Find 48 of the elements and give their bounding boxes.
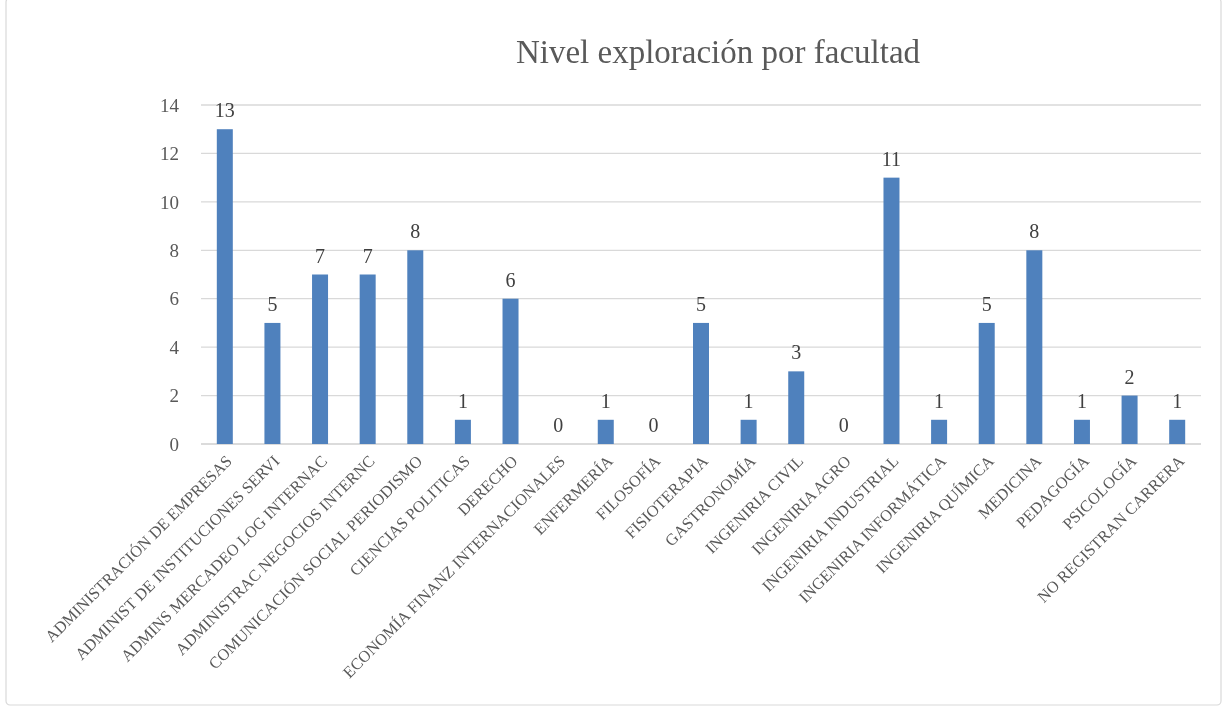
y-tick-label: 6 — [169, 288, 179, 310]
data-label: 0 — [648, 414, 659, 436]
data-label: 5 — [696, 292, 706, 315]
bar — [216, 129, 233, 444]
bar — [883, 177, 900, 444]
y-tick-label: 14 — [160, 94, 180, 116]
bar — [502, 298, 519, 444]
data-label: 1 — [1172, 389, 1183, 412]
data-label: 0 — [838, 414, 849, 436]
data-label: 1 — [934, 389, 945, 412]
y-tick-label: 0 — [169, 433, 179, 455]
bar — [407, 250, 424, 444]
data-label: 8 — [410, 220, 421, 243]
bar — [1169, 419, 1186, 444]
data-label: 8 — [1029, 220, 1040, 243]
bar — [740, 419, 757, 444]
data-label: 6 — [505, 268, 516, 291]
data-label: 13 — [214, 99, 235, 122]
bar — [454, 419, 471, 444]
chart-title: Nivel exploración por facultad — [515, 34, 921, 70]
bar — [978, 322, 995, 444]
y-tick-label: 10 — [160, 191, 179, 213]
data-label: 1 — [743, 389, 754, 412]
data-label: 5 — [267, 292, 278, 315]
bar — [264, 322, 281, 444]
data-label: 1 — [1076, 389, 1087, 412]
bar — [597, 419, 614, 444]
y-tick-label: 12 — [160, 143, 179, 165]
data-label: 5 — [981, 292, 992, 315]
data-label: 11 — [881, 147, 902, 170]
data-label: 7 — [315, 244, 326, 267]
bar — [359, 274, 376, 444]
data-label: 2 — [1124, 365, 1135, 388]
data-label: 3 — [791, 341, 802, 364]
bar — [931, 419, 948, 444]
bar — [693, 322, 709, 444]
bar — [1026, 250, 1043, 444]
data-label: 1 — [457, 389, 468, 412]
bar — [312, 274, 329, 444]
y-tick-label: 2 — [169, 385, 179, 407]
bar — [1121, 395, 1138, 444]
data-label: 0 — [553, 414, 564, 436]
data-label: 1 — [600, 389, 611, 412]
y-tick-label: 8 — [169, 239, 179, 261]
data-label: 7 — [362, 244, 373, 267]
y-tick-label: 4 — [169, 336, 180, 358]
bar — [1073, 419, 1090, 444]
bar — [788, 371, 805, 444]
